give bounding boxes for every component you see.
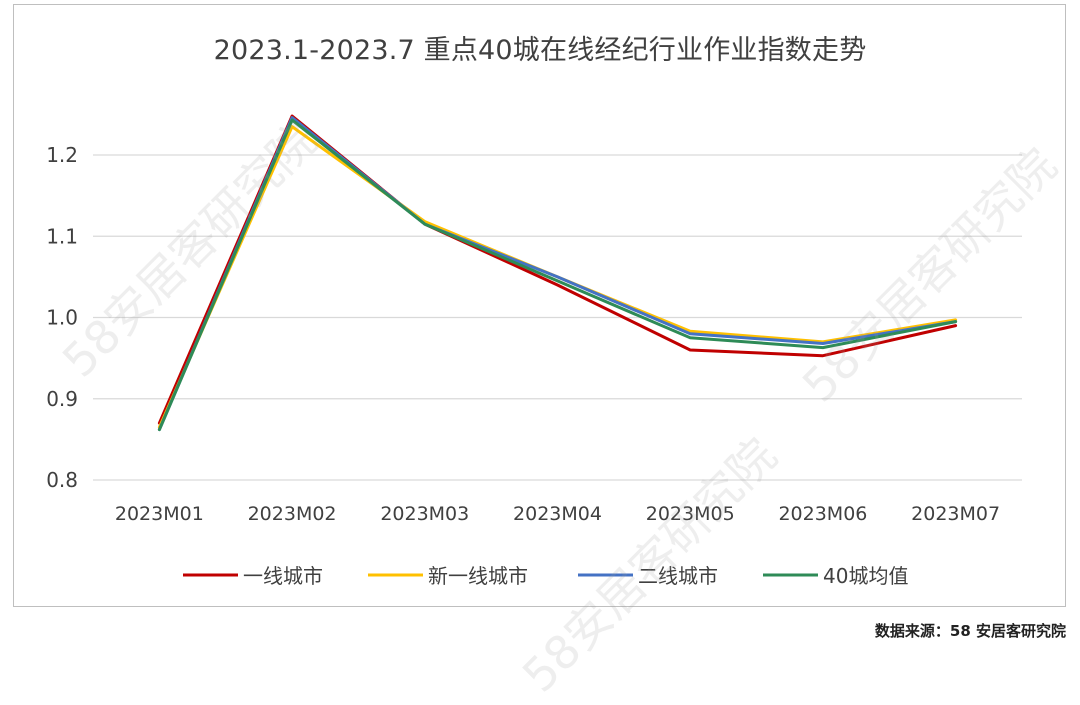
source-note: 数据来源：58 安居客研究院 bbox=[874, 622, 1066, 640]
x-tick-label: 2023M01 bbox=[115, 503, 204, 525]
series-line bbox=[157, 116, 958, 432]
x-tick-label: 2023M07 bbox=[911, 503, 1000, 525]
series-line bbox=[157, 114, 958, 425]
chart: 0.8 0.9 1.0 1.1 1.2 2023M01 2023M02 2023M03 2023… bbox=[46, 114, 1022, 588]
legend-label: 新一线城市 bbox=[428, 564, 528, 588]
x-tick-label: 2023M05 bbox=[646, 503, 735, 525]
chart-title: 2023.1-2023.7 重点40城在线经纪行业作业指数走势 bbox=[213, 35, 867, 66]
x-tick-label: 2023M03 bbox=[380, 503, 469, 525]
y-tick-label: 0.9 bbox=[46, 387, 78, 411]
y-tick-label: 0.8 bbox=[46, 468, 78, 492]
x-tick-label: 2023M02 bbox=[248, 503, 337, 525]
series-line bbox=[157, 118, 958, 432]
y-tick-label: 1.0 bbox=[46, 306, 78, 330]
x-tick-label: 2023M04 bbox=[513, 503, 602, 525]
legend-label: 一线城市 bbox=[243, 564, 323, 588]
chart-frame bbox=[13, 4, 1066, 607]
legend-label: 二线城市 bbox=[638, 564, 718, 588]
y-tick-label: 1.2 bbox=[46, 143, 78, 167]
x-tick-label: 2023M06 bbox=[778, 503, 867, 525]
legend-label: 40城均值 bbox=[823, 564, 908, 588]
y-tick-label: 1.1 bbox=[46, 224, 78, 248]
